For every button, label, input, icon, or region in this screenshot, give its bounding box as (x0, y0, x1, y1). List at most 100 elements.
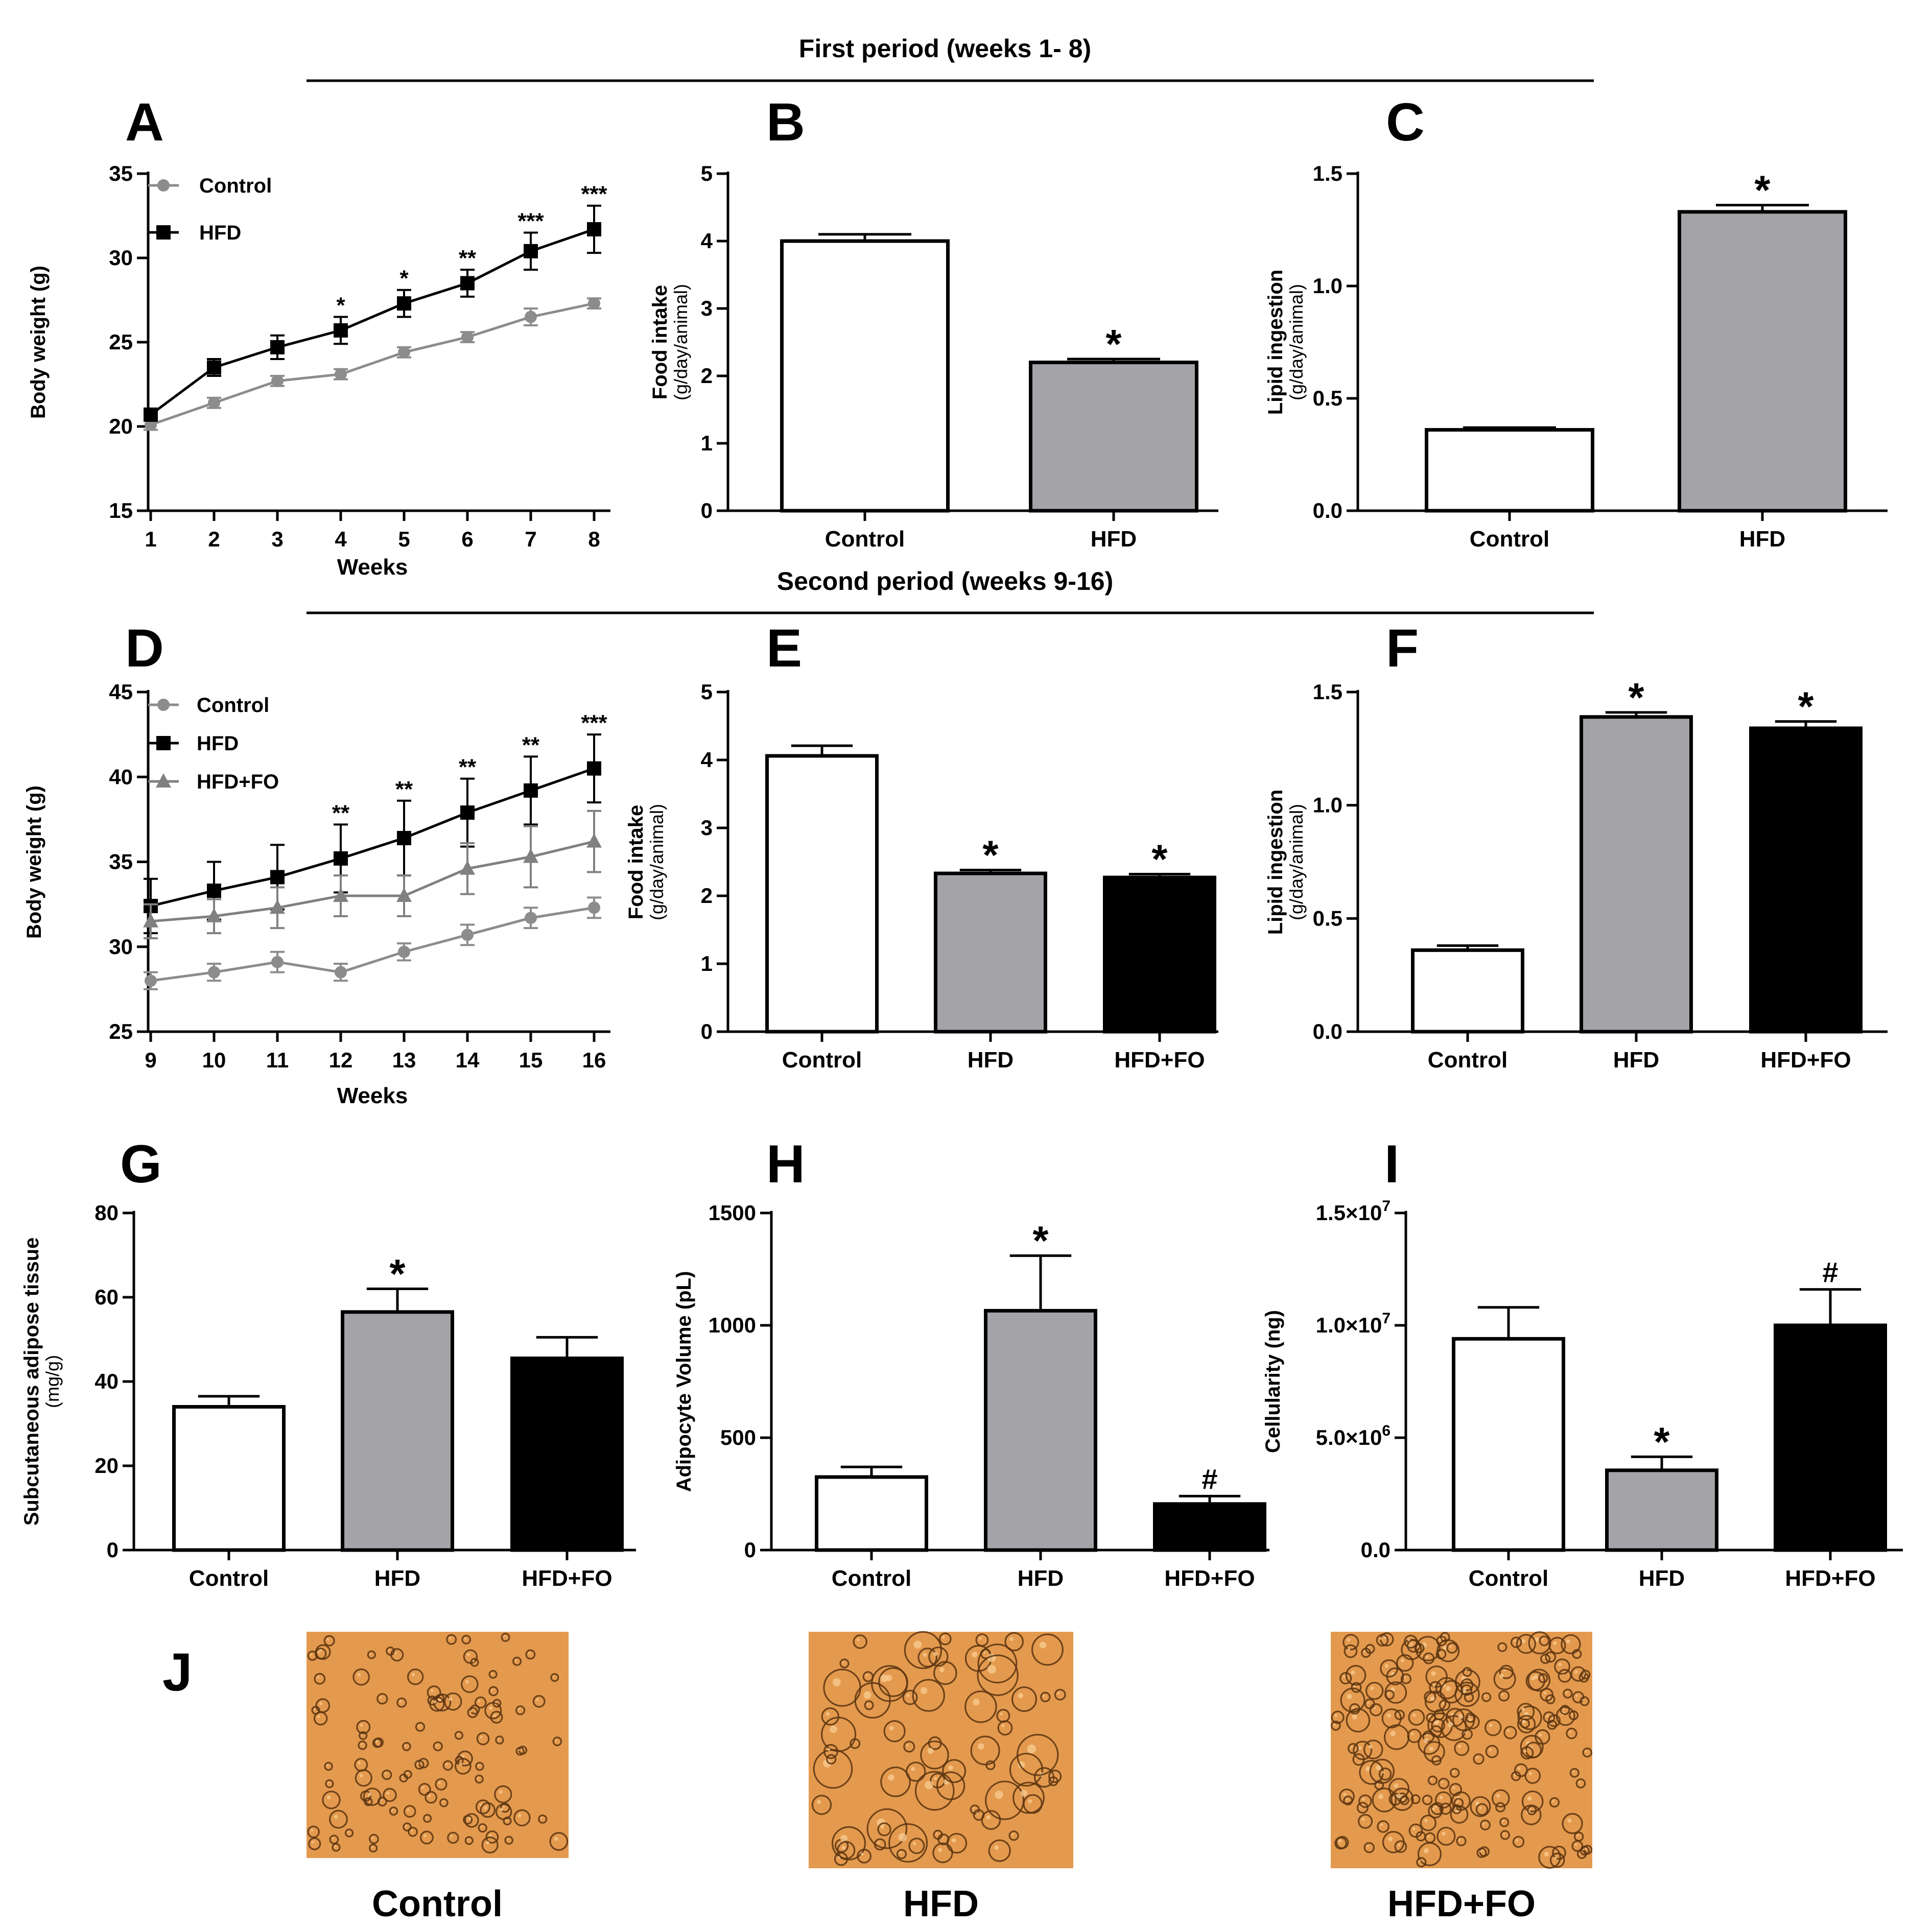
chart-H-bar-control (815, 1475, 928, 1552)
chart-C-category-label-hfd: HFD (1739, 527, 1785, 552)
adipocyte-highlight (1499, 1673, 1504, 1678)
chart-B-bar-control (780, 239, 950, 513)
adipocyte-cell (1356, 1801, 1369, 1814)
adipocyte-highlight (1351, 1746, 1353, 1748)
chart-A-series-hfd-point (524, 244, 538, 258)
chart-D-series-hfd-fo-line (150, 840, 595, 923)
adipocyte-cell (1517, 1703, 1535, 1721)
adipocyte-highlight (1583, 1848, 1585, 1851)
adipocyte-highlight (1027, 1744, 1036, 1753)
adipocyte-highlight (978, 1743, 984, 1750)
adipocyte-highlight (937, 1848, 942, 1852)
adipocyte-cell (914, 1771, 955, 1811)
chart-E-significance-hfd: * (982, 832, 999, 877)
adipocyte-cell (1416, 1857, 1427, 1868)
adipocyte-cell (1396, 1654, 1414, 1672)
chart-I-y-tick-label: 0.0 (1361, 1538, 1391, 1562)
adipocyte-highlight (1431, 1671, 1436, 1676)
chart-B-y-tick-label: 3 (701, 296, 713, 320)
adipocyte-highlight (1459, 1839, 1461, 1841)
adipocyte-cell (515, 1747, 525, 1756)
adipocyte-highlight (877, 1841, 880, 1844)
adipocyte-highlight (1407, 1638, 1410, 1641)
chart-D-series-hfd-fo-legend-marker (156, 773, 171, 788)
adipocyte-highlight (1352, 1714, 1357, 1720)
adipocyte-highlight (493, 1714, 497, 1717)
adipocyte-highlight (1367, 1701, 1370, 1704)
adipocyte-highlight (920, 1687, 928, 1695)
adipocyte-highlight (473, 1660, 475, 1662)
adipocyte-cell (457, 1750, 473, 1767)
adipocyte-highlight (317, 1715, 320, 1718)
adipocyte-highlight (418, 1725, 420, 1727)
adipocyte-cell (811, 1795, 832, 1815)
adipocyte-cell (1510, 1636, 1522, 1648)
adipocyte-cell (1023, 1794, 1043, 1814)
chart-E-category-label-hfd: HFD (968, 1048, 1014, 1073)
chart-E-y-tick-label: 0 (701, 1019, 713, 1043)
adipocyte-highlight (939, 1667, 945, 1673)
adipocyte-highlight (1434, 1722, 1438, 1725)
adipocyte-cell (469, 1704, 480, 1715)
adipocyte-cell (1334, 1837, 1348, 1850)
chart-D-y-tick-label: 35 (109, 850, 133, 874)
adipocyte-highlight (1425, 1797, 1427, 1800)
adipocyte-highlight (405, 1825, 407, 1827)
chart-H-y-label: Adipocyte Volume (pL) (673, 1271, 695, 1492)
adipocyte-cell (1526, 1805, 1537, 1816)
adipocyte-highlight (326, 1764, 328, 1766)
chart-F-significance-hfd: * (1628, 675, 1644, 720)
chart-E-category-label-hfd-fo: HFD+FO (1114, 1048, 1205, 1073)
adipocyte-cell (480, 1802, 496, 1818)
chart-D-series-hfd-point (270, 870, 285, 885)
adipocyte-cell (888, 1823, 928, 1863)
adipocyte-highlight (1558, 1662, 1562, 1667)
adipocyte-cell (1417, 1842, 1442, 1866)
adipocyte-cell (446, 1634, 457, 1645)
adipocyte-highlight (1384, 1664, 1388, 1668)
adipocyte-cell (917, 1648, 938, 1668)
adipocyte-cell (447, 1831, 459, 1844)
micrograph-hfdfo-caption: HFD+FO (1387, 1884, 1536, 1924)
adipocyte-highlight (495, 1701, 497, 1703)
adipocyte-cell (383, 1788, 397, 1802)
adipocyte-cell (874, 1838, 886, 1851)
adipocyte-cell (1563, 1688, 1573, 1699)
chart-G-panel-label: G (120, 1134, 162, 1194)
adipocyte-cell (902, 1689, 918, 1705)
adipocyte-cell (358, 1741, 367, 1750)
adipocyte-cell (1400, 1673, 1412, 1684)
chart-G-y-tick-label: 60 (95, 1285, 119, 1309)
adipocyte-highlight (1476, 1756, 1478, 1759)
chart-B-category-label-control: Control (825, 527, 905, 552)
chart-H-significance-hfd-fo: # (1201, 1463, 1217, 1495)
chart-E-bar-hfd-fo (1103, 875, 1216, 1034)
adipocyte-cell (425, 1791, 437, 1804)
adipocyte-highlight (860, 1852, 864, 1856)
adipocyte-cell (1462, 1667, 1472, 1677)
adipocyte-highlight (972, 1652, 978, 1658)
adipocyte-cell (1424, 1691, 1436, 1703)
adipocyte-cell (1345, 1664, 1366, 1686)
chart-G-bar-control (172, 1405, 286, 1552)
adipocyte-highlight (1500, 1645, 1502, 1647)
adipocyte-cell (427, 1695, 438, 1706)
adipocyte-cell (372, 1737, 383, 1748)
chart-D-series-hfd-fo-point (396, 888, 412, 902)
adipocyte-highlight (1411, 1732, 1414, 1735)
adipocyte-highlight (1563, 1707, 1565, 1710)
adipocyte-highlight (421, 1786, 425, 1789)
adipocyte-highlight (498, 1738, 500, 1740)
chart-F: F 0.0 0.5 1.0 1.5 Lipid ingestion(g/day/anima… (1264, 618, 1888, 1073)
chart-D-series-hfd-point (587, 761, 601, 776)
adipocyte-cell (1369, 1703, 1383, 1717)
chart-D-x-tick-label: 16 (582, 1048, 606, 1072)
adipocyte-highlight (995, 1790, 1003, 1799)
adipocyte-cell (1423, 1741, 1445, 1763)
adipocyte-highlight (1368, 1647, 1370, 1649)
adipocyte-highlight (319, 1702, 322, 1705)
adipocyte-cell (1435, 1649, 1447, 1660)
chart-G-y-label-units: (mg/g) (42, 1355, 63, 1408)
adipocyte-cell (1340, 1687, 1365, 1713)
adipocyte-cell (485, 1830, 499, 1844)
